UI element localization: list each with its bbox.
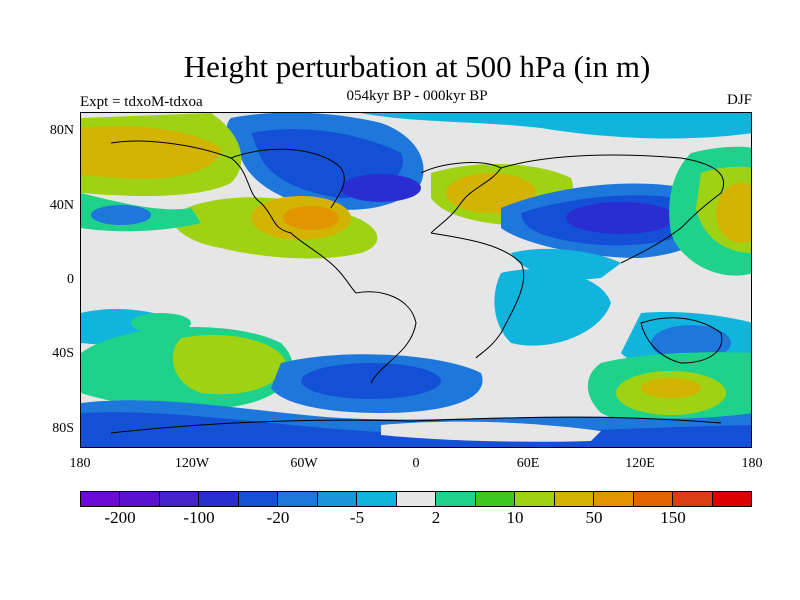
experiment-label: Expt = tdxoM-tdxoa bbox=[80, 94, 203, 110]
y-tick-label: 80N bbox=[49, 123, 74, 138]
contour-antarctic-band bbox=[81, 400, 751, 447]
contour-indian-ocean-high bbox=[587, 352, 751, 437]
colorbar-label: -5 bbox=[349, 508, 365, 527]
x-tick-label: 180 bbox=[741, 456, 763, 471]
x-tick-label: 60E bbox=[516, 456, 540, 471]
map-field-svg bbox=[81, 113, 751, 447]
colorbar-swatch bbox=[673, 492, 713, 506]
colorbar-swatch bbox=[633, 492, 674, 506]
colorbar-swatch bbox=[436, 492, 476, 506]
x-tick-label: 120W bbox=[174, 456, 210, 471]
coastlines bbox=[110, 140, 724, 434]
contour-arctic-band bbox=[361, 113, 751, 139]
x-tick-label: 0 bbox=[412, 456, 420, 471]
colorbar-swatch bbox=[475, 492, 516, 506]
contour-south-atlantic-low bbox=[271, 354, 483, 413]
colorbar-swatch bbox=[159, 492, 200, 506]
colorbar-swatch bbox=[278, 492, 318, 506]
colorbar-label: -200 bbox=[104, 508, 136, 527]
contour-north-atlantic-low bbox=[226, 113, 424, 210]
colorbar-swatch bbox=[357, 492, 397, 506]
colorbar-swatch bbox=[317, 492, 358, 506]
colorbar-label: 10 bbox=[506, 508, 524, 527]
y-tick-label: 40S bbox=[52, 346, 74, 361]
colorbar-label: 150 bbox=[660, 508, 686, 527]
contour-north-america-high bbox=[173, 196, 378, 259]
colorbar-label: -100 bbox=[183, 508, 215, 527]
y-tick-label: 0 bbox=[67, 272, 74, 287]
plot-subtitle: 054kyr BP - 000kyr BP bbox=[346, 88, 488, 104]
colorbar-swatch bbox=[199, 492, 239, 506]
colorbar-label: 50 bbox=[585, 508, 603, 527]
y-tick-label: 80S bbox=[52, 421, 74, 436]
contour-northeast-high bbox=[669, 146, 751, 276]
plot-title: Height perturbation at 500 hPa (in m) bbox=[183, 49, 651, 84]
contour-south-pacific-high bbox=[81, 326, 293, 410]
colorbar-swatch bbox=[515, 492, 555, 506]
colorbar-swatch bbox=[396, 492, 437, 506]
map-panel bbox=[80, 112, 752, 448]
colorbar-swatch bbox=[712, 492, 751, 506]
colorbar-swatch bbox=[238, 492, 279, 506]
colorbar-swatch bbox=[81, 492, 121, 506]
colorbar-swatch bbox=[120, 492, 160, 506]
x-tick-label: 120E bbox=[625, 456, 655, 471]
colorbar-label: 2 bbox=[431, 508, 441, 527]
colorbar-swatch bbox=[554, 492, 595, 506]
y-tick-label: 40N bbox=[49, 198, 74, 213]
colorbar-swatch bbox=[594, 492, 634, 506]
colorbar-label: -20 bbox=[266, 508, 290, 527]
x-tick-label: 180 bbox=[69, 456, 91, 471]
x-tick-label: 60W bbox=[290, 456, 318, 471]
color-scale-bar bbox=[80, 491, 752, 507]
season-label: DJF bbox=[726, 92, 752, 108]
contour-north-pacific-high bbox=[81, 113, 242, 232]
